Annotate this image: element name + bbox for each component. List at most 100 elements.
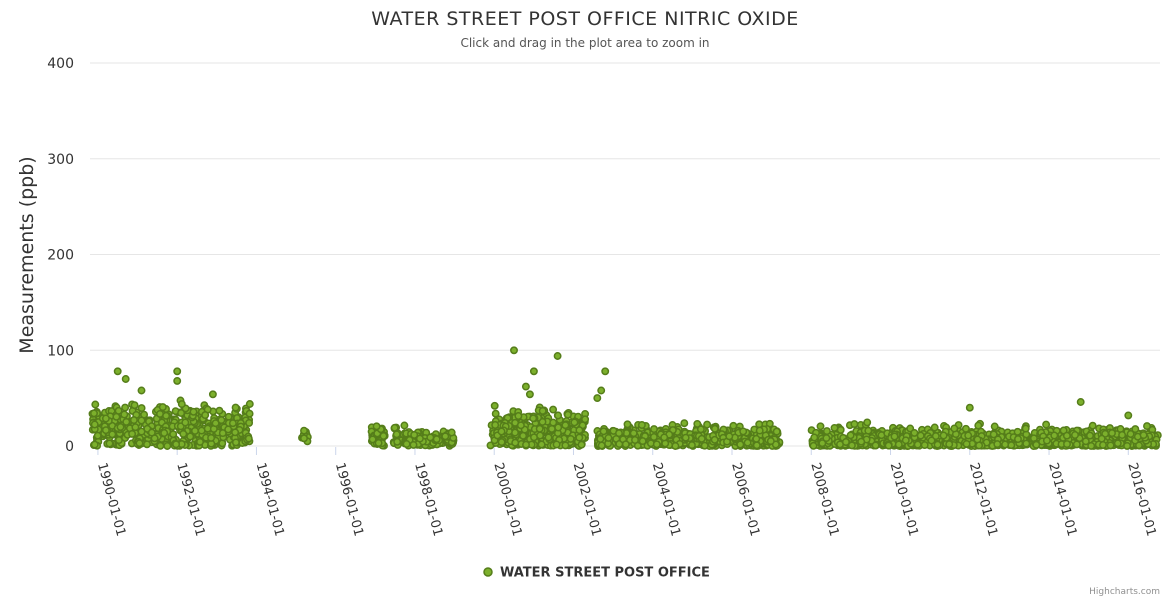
data-point[interactable] (137, 386, 146, 395)
data-point[interactable] (191, 426, 199, 435)
data-point[interactable] (147, 428, 156, 437)
data-point[interactable] (554, 411, 563, 420)
data-point[interactable] (93, 431, 102, 440)
data-point[interactable] (525, 390, 534, 399)
data-point[interactable] (566, 434, 575, 443)
data-point[interactable] (393, 437, 402, 446)
data-point[interactable] (172, 440, 181, 449)
data-point[interactable] (570, 418, 579, 427)
data-point[interactable] (128, 429, 137, 438)
data-point[interactable] (519, 431, 528, 440)
data-point[interactable] (211, 419, 220, 428)
data-point[interactable] (224, 425, 233, 434)
data-point[interactable] (974, 421, 983, 430)
data-point[interactable] (841, 438, 850, 446)
data-point[interactable] (535, 424, 544, 433)
data-point[interactable] (447, 428, 456, 437)
data-point[interactable] (863, 418, 872, 427)
data-point[interactable] (850, 420, 859, 429)
data-point[interactable] (245, 418, 254, 427)
data-point[interactable] (637, 421, 646, 429)
data-point[interactable] (1072, 440, 1081, 449)
data-point[interactable] (693, 419, 702, 428)
data-point[interactable] (1088, 421, 1097, 430)
data-point[interactable] (577, 440, 586, 449)
data-point[interactable] (752, 434, 761, 443)
data-point[interactable] (660, 433, 669, 442)
data-point[interactable] (536, 431, 545, 440)
data-point[interactable] (426, 433, 435, 442)
data-point[interactable] (766, 437, 775, 446)
data-point[interactable] (1086, 431, 1094, 440)
data-point[interactable] (1014, 435, 1022, 444)
data-point[interactable] (631, 436, 639, 444)
data-point[interactable] (1081, 437, 1090, 446)
data-point[interactable] (1062, 431, 1071, 440)
data-point[interactable] (491, 421, 500, 429)
data-point[interactable] (113, 367, 122, 376)
data-point[interactable] (901, 436, 910, 445)
data-point[interactable] (516, 421, 525, 430)
data-point[interactable] (1118, 431, 1127, 439)
data-point[interactable] (105, 439, 114, 448)
data-point[interactable] (638, 437, 647, 446)
data-point[interactable] (529, 414, 538, 423)
data-point[interactable] (538, 406, 547, 415)
data-point[interactable] (245, 409, 254, 418)
data-point[interactable] (169, 430, 178, 439)
data-point[interactable] (736, 440, 745, 449)
data-point[interactable] (596, 435, 605, 443)
data-point[interactable] (514, 412, 523, 420)
legend-item[interactable]: WATER STREET POST OFFICE (483, 566, 710, 581)
data-point[interactable] (554, 423, 563, 432)
data-point[interactable] (1099, 441, 1107, 449)
data-point[interactable] (101, 426, 110, 435)
data-point[interactable] (549, 405, 558, 414)
data-point[interactable] (179, 429, 188, 438)
data-point[interactable] (710, 435, 719, 444)
data-point[interactable] (652, 440, 661, 449)
data-point[interactable] (818, 439, 827, 448)
data-point[interactable] (201, 411, 210, 420)
data-point[interactable] (884, 441, 893, 450)
data-point[interactable] (218, 429, 227, 438)
data-point[interactable] (121, 375, 130, 383)
data-point[interactable] (593, 394, 602, 403)
data-point[interactable] (927, 436, 936, 445)
data-point[interactable] (143, 440, 151, 449)
data-point[interactable] (729, 421, 738, 430)
data-point[interactable] (400, 421, 409, 430)
data-point[interactable] (392, 430, 401, 439)
data-point[interactable] (177, 409, 186, 417)
data-point[interactable] (739, 427, 748, 436)
data-point[interactable] (410, 430, 419, 439)
data-point[interactable] (547, 424, 556, 433)
data-point[interactable] (231, 438, 240, 447)
data-point[interactable] (1021, 424, 1030, 433)
data-point[interactable] (836, 425, 845, 434)
data-point[interactable] (1123, 441, 1132, 450)
data-point[interactable] (379, 432, 388, 440)
data-point[interactable] (563, 410, 572, 419)
data-point[interactable] (101, 414, 110, 423)
data-point[interactable] (137, 404, 146, 413)
legend-label[interactable]: WATER STREET POST OFFICE (500, 566, 710, 581)
data-point[interactable] (615, 429, 623, 438)
data-point[interactable] (1013, 427, 1022, 436)
data-point[interactable] (181, 418, 190, 427)
data-point[interactable] (772, 427, 781, 436)
data-point[interactable] (1106, 441, 1115, 450)
data-point[interactable] (864, 426, 873, 435)
data-point[interactable] (368, 435, 377, 444)
data-point[interactable] (857, 437, 866, 446)
data-point[interactable] (224, 412, 233, 421)
data-point[interactable] (990, 422, 999, 431)
data-point[interactable] (681, 433, 690, 442)
data-point[interactable] (1076, 398, 1085, 406)
data-point[interactable] (755, 426, 764, 435)
data-point[interactable] (697, 434, 706, 443)
data-point[interactable] (1001, 440, 1010, 449)
credits-link[interactable]: Highcharts.com (1089, 587, 1160, 597)
data-point[interactable] (822, 427, 831, 436)
